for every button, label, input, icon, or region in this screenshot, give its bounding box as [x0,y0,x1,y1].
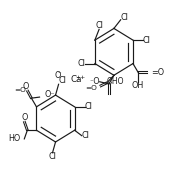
Text: Cl: Cl [58,76,66,85]
Text: Cl: Cl [120,14,128,23]
Text: Cl: Cl [84,102,92,111]
Text: OH: OH [132,81,144,90]
Text: =O: =O [85,85,97,91]
Text: O: O [22,113,28,122]
Text: O: O [54,71,60,80]
Text: Cl: Cl [77,59,85,68]
Text: OHO: OHO [107,77,124,86]
Text: =O: =O [151,68,165,77]
Text: ++: ++ [75,75,85,80]
Text: HO: HO [8,134,20,143]
Text: ⁻O: ⁻O [90,77,100,86]
Text: Cl: Cl [82,131,89,140]
Text: ⁻: ⁻ [58,71,61,77]
Text: =O: =O [14,87,26,93]
Text: Cl: Cl [143,36,151,45]
Text: O: O [23,83,29,92]
Text: Cl: Cl [49,152,56,161]
Text: O⁻: O⁻ [44,90,55,99]
Text: Cl: Cl [95,21,103,30]
Text: Ca: Ca [70,75,82,84]
